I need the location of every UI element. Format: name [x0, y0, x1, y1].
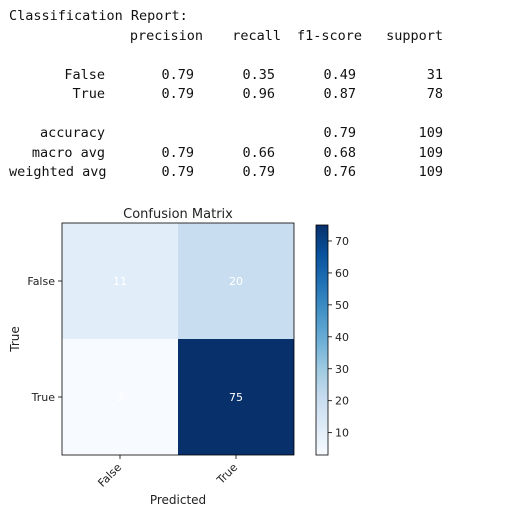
heatmap-cell	[178, 339, 294, 455]
row-f1: 0.87	[323, 86, 356, 102]
heatmap-cells	[62, 223, 294, 455]
summary-label: accuracy	[39, 125, 105, 141]
heatmap-cell	[178, 223, 294, 339]
colorbar-tick-label: 20	[335, 395, 349, 408]
colorbar	[315, 224, 329, 456]
summary-precision: 0.79	[161, 144, 194, 161]
row-recall: 0.35	[242, 66, 275, 83]
report-row: True 0.79 0.96 0.87 78	[9, 86, 499, 106]
summary-f1: 0.79	[323, 125, 356, 141]
row-recall: 0.96	[242, 86, 275, 102]
summary-support: 109	[418, 144, 443, 161]
heatmap-cell-value: 75	[229, 391, 243, 404]
colorbar-ticks: 10 20 30 40 50 60 70	[328, 235, 349, 440]
x-axis-label: Predicted	[150, 493, 206, 507]
chart-title: Confusion Matrix	[123, 207, 233, 222]
report-title-line: Classification Report:	[9, 8, 499, 28]
row-support: 31	[426, 66, 443, 83]
header-f1-score: f1-score	[296, 27, 362, 44]
colorbar-tick-label: 50	[335, 299, 349, 312]
y-tick-label: True	[31, 391, 56, 404]
summary-label: macro avg	[31, 144, 105, 161]
report-title: Classification Report:	[9, 8, 188, 24]
summary-precision: 0.79	[161, 164, 194, 180]
heatmap-cell-value: 20	[229, 275, 243, 288]
header-recall: recall	[232, 27, 281, 44]
summary-support: 109	[418, 125, 443, 141]
report-header-line: precision recall f1-score support	[9, 28, 499, 48]
colorbar-tick-label: 30	[335, 363, 349, 376]
header-precision: precision	[129, 27, 203, 44]
row-label: True	[72, 86, 105, 102]
summary-recall: 0.79	[242, 164, 275, 180]
summary-recall: 0.66	[242, 144, 275, 161]
header-support: support	[386, 27, 443, 44]
summary-row: accuracy 0.79 109	[9, 125, 499, 145]
row-f1: 0.49	[323, 66, 356, 83]
summary-label: weighted avg	[9, 164, 107, 180]
blank-line	[9, 106, 499, 126]
row-support: 78	[426, 86, 443, 102]
x-tick-label: False	[95, 461, 124, 490]
summary-f1: 0.76	[323, 164, 356, 180]
colorbar-tick-label: 40	[335, 331, 349, 344]
row-precision: 0.79	[161, 66, 194, 83]
confusion-matrix-chart: Confusion Matrix 11 20 3 75 False True Fals…	[8, 207, 349, 507]
report-row: False 0.79 0.35 0.49 31	[9, 67, 499, 87]
row-precision: 0.79	[161, 86, 194, 102]
summary-row: macro avg 0.79 0.66 0.68 109	[9, 145, 499, 165]
y-axis-label: True	[8, 326, 22, 353]
summary-support: 109	[418, 164, 443, 180]
row-label: False	[64, 66, 105, 83]
colorbar-tick-label: 60	[335, 267, 349, 280]
y-tick-label: False	[27, 275, 55, 288]
summary-row: weighted avg 0.79 0.79 0.76 109	[9, 164, 499, 184]
heatmap-cell	[62, 223, 178, 339]
heatmap-cell	[62, 339, 178, 455]
heatmap-cell-labels: 11 20 3 75	[113, 275, 243, 404]
heatmap-cell-value: 11	[113, 275, 127, 288]
colorbar-tick-label: 10	[335, 427, 349, 440]
classification-report: Classification Report: precision recall …	[9, 8, 499, 184]
colorbar-tick-label: 70	[335, 235, 349, 248]
heatmap-frame	[61, 222, 295, 456]
summary-f1: 0.68	[323, 144, 356, 161]
x-tick-label: True	[214, 461, 241, 488]
heatmap-cell-value: 3	[117, 391, 124, 404]
blank-line	[9, 47, 499, 67]
